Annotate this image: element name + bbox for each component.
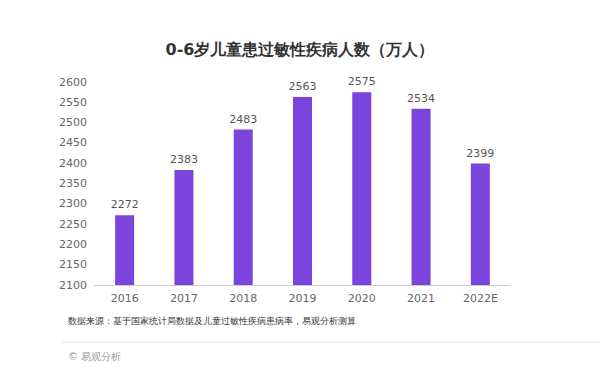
svg-text:2100: 2100 [59, 279, 87, 292]
svg-text:2400: 2400 [59, 157, 87, 170]
svg-text:2018: 2018 [229, 292, 257, 305]
svg-text:2550: 2550 [59, 96, 87, 109]
svg-text:2020: 2020 [348, 292, 376, 305]
svg-text:2383: 2383 [170, 153, 198, 166]
svg-text:2563: 2563 [289, 80, 317, 93]
svg-text:2272: 2272 [111, 198, 139, 211]
svg-text:© 易观分析: © 易观分析 [68, 351, 121, 362]
svg-text:2450: 2450 [59, 136, 87, 149]
svg-text:2019: 2019 [289, 292, 317, 305]
svg-text:2250: 2250 [59, 218, 87, 231]
svg-text:数据来源：基于国家统计局数据及儿童过敏性疾病患病率，易观分析: 数据来源：基于国家统计局数据及儿童过敏性疾病患病率，易观分析测算 [68, 316, 356, 326]
svg-text:0-6岁儿童患过敏性疾病人数（万人）: 0-6岁儿童患过敏性疾病人数（万人） [166, 40, 435, 59]
svg-text:2534: 2534 [407, 92, 435, 105]
svg-text:2022E: 2022E [463, 292, 498, 305]
svg-text:2016: 2016 [111, 292, 139, 305]
svg-text:2017: 2017 [170, 292, 198, 305]
svg-text:2350: 2350 [59, 177, 87, 190]
svg-text:2200: 2200 [59, 238, 87, 251]
svg-text:2399: 2399 [466, 147, 494, 160]
svg-text:2300: 2300 [59, 197, 87, 210]
svg-text:2500: 2500 [59, 116, 87, 129]
svg-text:2600: 2600 [59, 76, 87, 89]
svg-text:2150: 2150 [59, 258, 87, 271]
svg-text:2021: 2021 [407, 292, 435, 305]
svg-text:2483: 2483 [229, 113, 257, 126]
svg-text:2575: 2575 [348, 75, 376, 88]
